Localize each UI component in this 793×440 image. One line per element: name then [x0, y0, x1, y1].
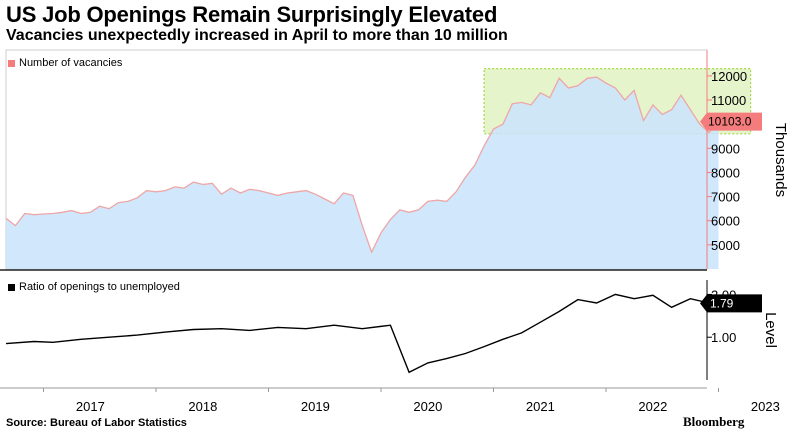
x-tick-label: 2023: [751, 399, 780, 414]
vacancies-badge-shape: [700, 112, 762, 131]
ratio-legend: Ratio of openings to unemployed: [8, 281, 180, 293]
ratio-badge-text: 1.79: [710, 296, 734, 310]
vacancies-tick-label: 12000: [711, 69, 747, 84]
vacancies-line: [5, 76, 719, 254]
x-tick-label: 2021: [526, 399, 555, 414]
vacancies-legend-label: Number of vacancies: [19, 57, 123, 69]
ratio-line: [5, 293, 747, 374]
ratio-badge-shape: [700, 294, 762, 313]
chart-subtitle: Vacancies unexpectedly increased in Apri…: [6, 27, 508, 44]
vacancies-legend: Number of vacancies: [8, 57, 122, 69]
vacancies-last-value-badge: 10103.0: [700, 112, 762, 131]
vacancies-tick-label: 6000: [711, 214, 740, 229]
ratio-legend-label: Ratio of openings to unemployed: [19, 281, 180, 293]
ratio-legend-swatch: [8, 283, 15, 291]
vacancies-tick-label: 5000: [711, 238, 740, 253]
vacancies-tick-label: 11000: [711, 93, 746, 108]
ratio-y-axis-label: Level: [762, 312, 779, 348]
chart-title: US Job Openings Remain Surprisingly Elev…: [6, 2, 498, 27]
x-axis-ticks: 2017 2018 2019 2020 2021 2022 2023: [43, 388, 780, 414]
x-tick-label: 2019: [301, 399, 330, 414]
bloomberg-logo: Bloomberg: [683, 414, 745, 429]
source-note: Source: Bureau of Labor Statistics: [6, 417, 187, 429]
vacancies-tick-label: 8000: [711, 165, 740, 180]
x-tick-label: 2018: [188, 399, 217, 414]
ratio-tick-label: 1.00: [711, 330, 736, 345]
vacancies-tick-label: 7000: [711, 190, 740, 205]
vacancies-badge-text: 10103.0: [708, 115, 752, 129]
x-tick-label: 2022: [638, 399, 667, 414]
vacancies-y-axis-label: Thousands: [772, 123, 789, 197]
x-tick-label: 2020: [413, 399, 442, 414]
vacancies-tick-label: 9000: [711, 141, 740, 156]
vacancies-area: [6, 77, 719, 269]
x-tick-label: 2017: [76, 399, 105, 414]
vacancies-legend-swatch: [8, 59, 15, 67]
ratio-last-value-badge: 1.79: [700, 294, 762, 313]
